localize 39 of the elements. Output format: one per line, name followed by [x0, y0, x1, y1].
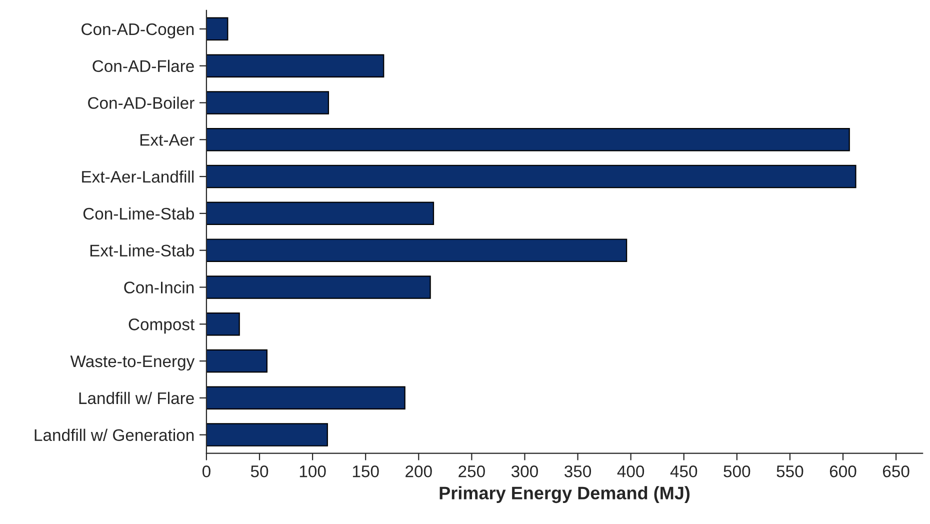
bar — [206, 202, 434, 226]
bar — [206, 91, 330, 114]
bar — [206, 128, 850, 152]
y-tick-label: Landfill w/ Generation — [34, 428, 194, 442]
x-tick-label: 150 — [352, 466, 379, 478]
bar — [206, 349, 268, 373]
x-tick-label: 350 — [564, 466, 592, 478]
bar — [206, 423, 328, 446]
x-tick-label: 550 — [776, 466, 804, 478]
bar — [206, 386, 406, 410]
y-tick-label: Con-AD-Flare — [92, 60, 194, 72]
y-tick-label: Waste-to-Energy — [70, 356, 195, 371]
x-tick-label: 100 — [300, 466, 326, 478]
y-tick-label: Ext-Aer-Landfill — [82, 170, 194, 183]
x-tick-label: 50 — [250, 466, 268, 478]
x-tick-label: 300 — [511, 466, 538, 478]
bar — [206, 238, 628, 262]
y-tick-label: Ext-Lime-Stab — [90, 244, 194, 257]
x-axis-title: Primary Energy Demand (MJ) — [440, 486, 690, 504]
y-tick-label: Con-AD-Cogen — [82, 23, 194, 38]
y-tick-label: Compost — [128, 318, 195, 334]
x-tick-label: 650 — [882, 466, 910, 478]
y-tick-label: Ext-Aer — [140, 134, 194, 146]
bar — [206, 164, 856, 188]
x-tick-label: 0 — [202, 466, 210, 478]
bar — [206, 312, 240, 336]
bar — [206, 17, 228, 41]
x-tick-label: 200 — [406, 466, 432, 478]
x-tick-label: 250 — [458, 466, 485, 478]
x-tick-label: 600 — [830, 466, 856, 478]
y-tick-label: Landfill w/ Flare — [79, 392, 194, 404]
y-tick-label: Con-Incin — [124, 281, 194, 294]
x-tick-label: 500 — [724, 466, 750, 478]
bar — [206, 276, 431, 299]
y-tick-label: Con-Lime-Stab — [83, 207, 194, 220]
bar — [206, 54, 384, 78]
x-tick-label: 450 — [670, 466, 698, 478]
y-tick-label: Con-AD-Boiler — [88, 96, 194, 109]
x-tick-label: 400 — [617, 466, 644, 478]
